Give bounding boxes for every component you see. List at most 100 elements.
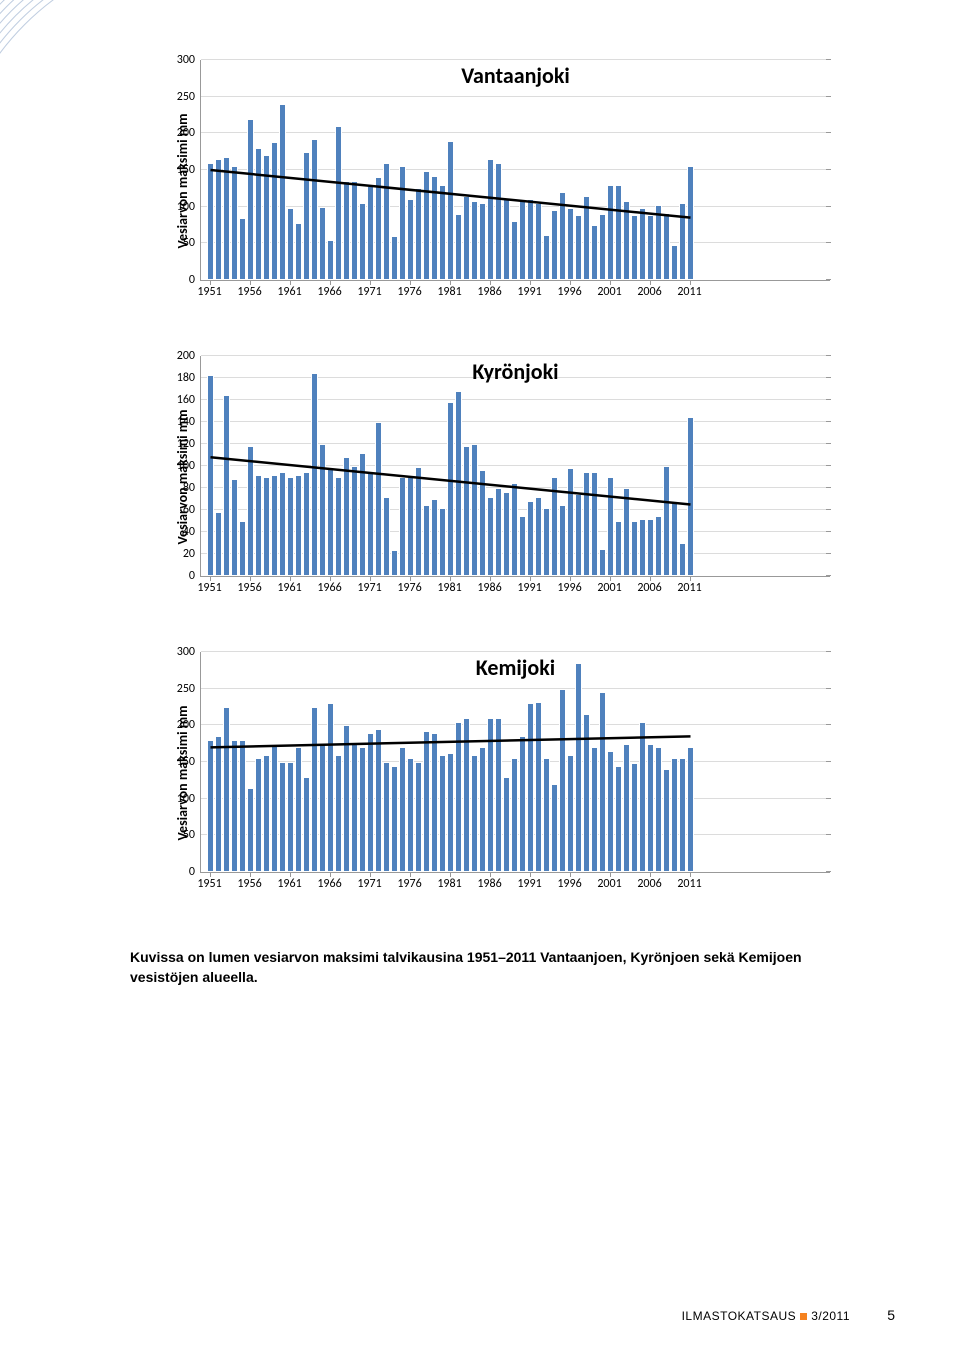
bar bbox=[543, 758, 550, 872]
y-tick-label: 60 bbox=[183, 503, 195, 517]
bar bbox=[239, 521, 246, 576]
x-tick-label: 1991 bbox=[517, 581, 541, 595]
bar bbox=[607, 751, 614, 872]
x-axis: 1951195619611966197119761981198619911996… bbox=[200, 281, 830, 301]
gridline bbox=[201, 421, 830, 422]
y-tick-label: 160 bbox=[177, 393, 195, 407]
bar bbox=[479, 747, 486, 872]
bar bbox=[575, 215, 582, 280]
bar bbox=[231, 740, 238, 872]
bar bbox=[639, 722, 646, 872]
x-tick-label: 1951 bbox=[197, 877, 221, 891]
bar bbox=[607, 185, 614, 280]
bar bbox=[335, 126, 342, 280]
bar bbox=[319, 444, 326, 576]
bar bbox=[439, 185, 446, 280]
bar bbox=[231, 479, 238, 576]
bar bbox=[479, 470, 486, 576]
x-tick-label: 2006 bbox=[637, 285, 661, 299]
bar bbox=[623, 744, 630, 872]
figure-caption: Kuvissa on lumen vesiarvon maksimi talvi… bbox=[130, 948, 830, 987]
x-tick-label: 1956 bbox=[237, 581, 261, 595]
x-tick-label: 2011 bbox=[677, 285, 701, 299]
bar bbox=[647, 215, 654, 280]
bar bbox=[487, 159, 494, 280]
bar bbox=[671, 501, 678, 576]
y-tick-label: 50 bbox=[183, 828, 195, 842]
x-tick-label: 1986 bbox=[477, 877, 501, 891]
bar bbox=[303, 777, 310, 872]
y-tick-label: 250 bbox=[177, 90, 195, 104]
bar bbox=[615, 185, 622, 280]
bar bbox=[447, 753, 454, 872]
x-tick-label: 2011 bbox=[677, 877, 701, 891]
bar bbox=[431, 499, 438, 576]
bar bbox=[295, 223, 302, 280]
bar bbox=[263, 755, 270, 872]
bar bbox=[631, 763, 638, 872]
bar bbox=[655, 205, 662, 280]
bar bbox=[591, 747, 598, 872]
bar bbox=[487, 718, 494, 872]
bar bbox=[527, 703, 534, 872]
y-tick-label: 300 bbox=[177, 645, 195, 659]
y-tick-label: 150 bbox=[177, 163, 195, 177]
bar bbox=[359, 203, 366, 280]
bar bbox=[367, 186, 374, 280]
x-tick-label: 1956 bbox=[237, 285, 261, 299]
bar bbox=[551, 784, 558, 872]
bar bbox=[591, 225, 598, 280]
bar bbox=[383, 163, 390, 280]
bar bbox=[655, 747, 662, 872]
bar bbox=[527, 501, 534, 576]
bar bbox=[423, 731, 430, 872]
chart-title: Kyrönjoki bbox=[472, 358, 558, 385]
x-tick-label: 2001 bbox=[597, 285, 621, 299]
bar bbox=[311, 707, 318, 872]
bar bbox=[671, 758, 678, 872]
bar bbox=[559, 192, 566, 280]
x-tick-label: 1961 bbox=[277, 581, 301, 595]
bar bbox=[287, 762, 294, 872]
gridline bbox=[201, 132, 830, 133]
x-axis: 1951195619611966197119761981198619911996… bbox=[200, 873, 830, 893]
bar bbox=[271, 475, 278, 576]
bar bbox=[583, 714, 590, 872]
bar bbox=[343, 457, 350, 576]
bar bbox=[319, 207, 326, 280]
charts-container: Vesiarvon maksimi mm050100150200250300Va… bbox=[0, 60, 960, 893]
plot-area: 020406080100120140160180200Kyrönjoki bbox=[200, 356, 830, 577]
x-tick-label: 1971 bbox=[357, 581, 381, 595]
bar bbox=[343, 725, 350, 872]
bar bbox=[455, 214, 462, 280]
bar bbox=[463, 718, 470, 872]
bar bbox=[327, 703, 334, 872]
y-tick-label: 0 bbox=[189, 569, 195, 583]
y-tick-label: 100 bbox=[177, 200, 195, 214]
footer-issue: 3/2011 bbox=[811, 1309, 850, 1323]
y-tick-label: 120 bbox=[177, 437, 195, 451]
bar bbox=[351, 744, 358, 872]
gridline bbox=[201, 724, 830, 725]
x-tick-label: 1956 bbox=[237, 877, 261, 891]
bar bbox=[551, 477, 558, 576]
bar bbox=[543, 508, 550, 576]
x-axis: 1951195619611966197119761981198619911996… bbox=[200, 577, 830, 597]
bar bbox=[535, 203, 542, 280]
bar bbox=[423, 171, 430, 280]
bar bbox=[375, 177, 382, 280]
bar bbox=[655, 516, 662, 577]
x-tick-label: 2001 bbox=[597, 877, 621, 891]
bar bbox=[455, 722, 462, 872]
bar bbox=[639, 519, 646, 576]
bar bbox=[407, 477, 414, 576]
bar bbox=[415, 762, 422, 872]
x-tick-label: 1976 bbox=[397, 877, 421, 891]
footer-publication: ILMASTOKATSAUS bbox=[682, 1309, 797, 1323]
bar bbox=[407, 199, 414, 280]
bar bbox=[399, 477, 406, 576]
bar bbox=[247, 788, 254, 872]
y-tick-label: 80 bbox=[183, 481, 195, 495]
bar bbox=[543, 235, 550, 280]
x-tick-label: 1996 bbox=[557, 285, 581, 299]
